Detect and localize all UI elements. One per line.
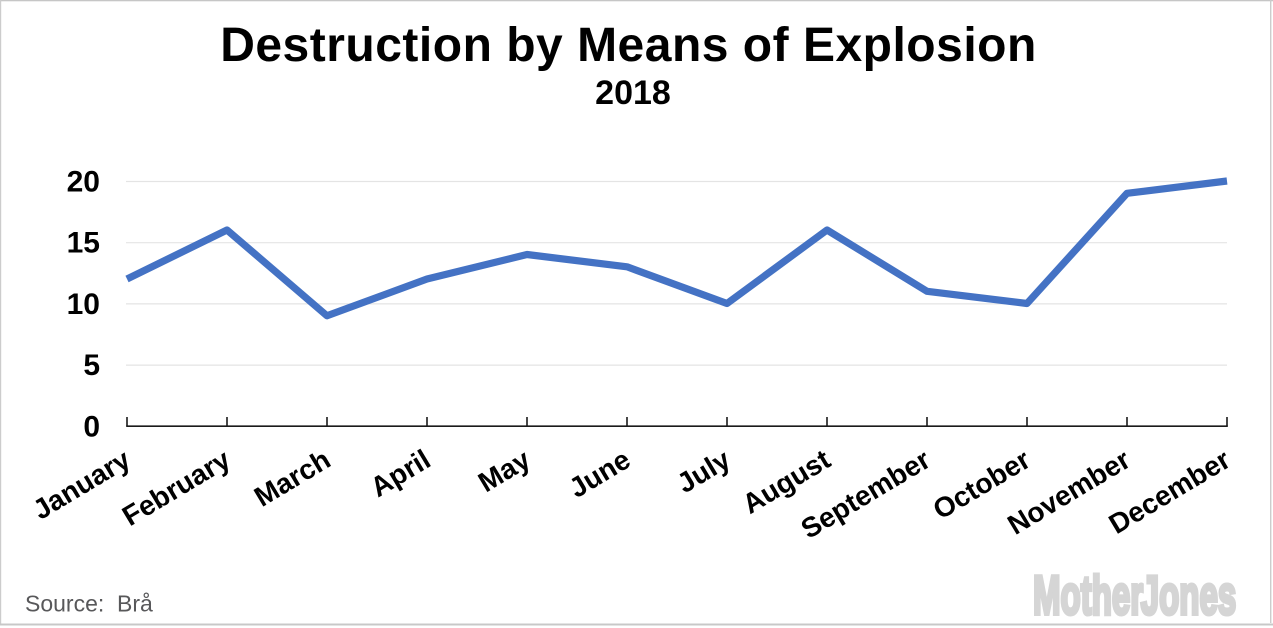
svg-text:15: 15 (67, 227, 100, 260)
svg-text:MotherJones: MotherJones (1033, 564, 1236, 626)
svg-text:20: 20 (67, 165, 100, 198)
svg-text:2018: 2018 (595, 74, 671, 112)
svg-text:0: 0 (83, 410, 100, 443)
svg-text:Source: Brå: Source: Brå (25, 591, 153, 617)
svg-text:10: 10 (67, 288, 100, 321)
svg-text:Destruction by Means of Explos: Destruction by Means of Explosion (220, 19, 1037, 72)
svg-text:5: 5 (83, 349, 100, 382)
